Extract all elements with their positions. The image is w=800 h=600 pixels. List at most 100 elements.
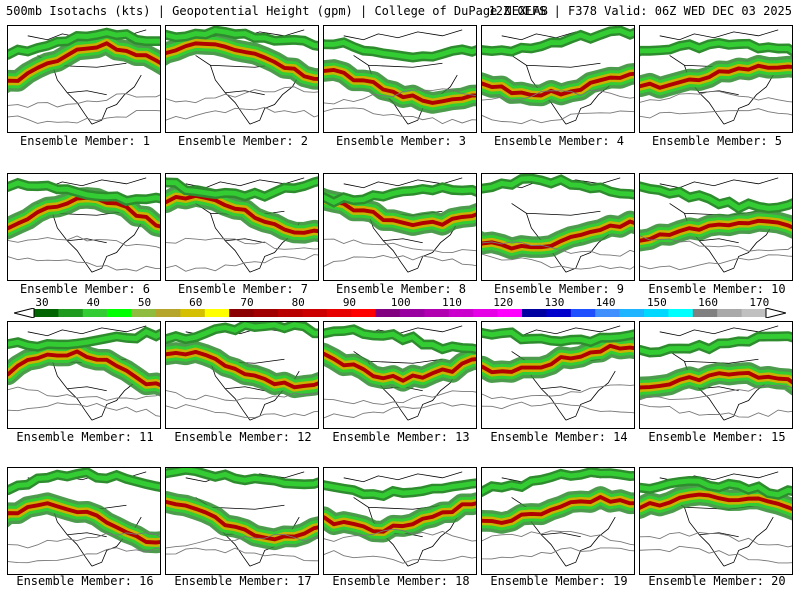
colorbar-segment bbox=[473, 309, 499, 317]
height-contour bbox=[166, 106, 318, 121]
jet-stream-branch bbox=[8, 469, 160, 493]
jet-stream-branch bbox=[482, 329, 634, 345]
ensemble-member-label: Ensemble Member: 9 bbox=[493, 282, 625, 296]
ensemble-member-label: Ensemble Member: 10 bbox=[648, 282, 786, 296]
colorbar-tick-label: 50 bbox=[137, 296, 152, 309]
jet-stream-branch bbox=[166, 468, 318, 487]
jet-stream-band bbox=[482, 494, 634, 525]
coastline-outline bbox=[659, 471, 779, 567]
height-contour bbox=[324, 390, 476, 405]
jet-stream-band bbox=[640, 370, 792, 390]
jet-stream-branch bbox=[640, 183, 792, 212]
height-contour bbox=[482, 384, 634, 400]
run-valid-time: 12Z GEFS | F378 Valid: 06Z WED DEC 03 20… bbox=[488, 4, 792, 18]
colorbar-tick-label: 80 bbox=[291, 296, 305, 309]
colorbar-tick-label: 130 bbox=[544, 296, 565, 309]
coastline-outline bbox=[27, 177, 147, 273]
height-contour bbox=[8, 532, 160, 549]
height-contour bbox=[166, 237, 318, 250]
jet-stream-band bbox=[166, 349, 318, 390]
jet-stream-branch bbox=[640, 40, 792, 54]
jet-stream-branch bbox=[482, 469, 634, 495]
ensemble-member-2-map bbox=[165, 25, 319, 133]
height-contour bbox=[8, 547, 160, 564]
height-contour bbox=[166, 254, 318, 272]
ensemble-member-label: Ensemble Member: 5 bbox=[651, 134, 783, 148]
ensemble-member-7-map bbox=[165, 173, 319, 281]
colorbar-tick-label: 70 bbox=[240, 296, 254, 309]
coastline-outline bbox=[27, 325, 147, 421]
colorbar-segment bbox=[375, 309, 401, 317]
colorbar-segment bbox=[448, 309, 474, 317]
jet-stream-band bbox=[324, 197, 476, 228]
ensemble-member-label: Ensemble Member: 4 bbox=[493, 134, 625, 148]
colorbar-segment bbox=[58, 309, 84, 317]
colorbar-segment bbox=[204, 309, 230, 317]
jet-stream-band bbox=[482, 71, 634, 98]
ensemble-member-label: Ensemble Member: 8 bbox=[335, 282, 467, 296]
height-contour bbox=[640, 403, 792, 418]
height-contour bbox=[640, 90, 792, 103]
colorbar-segment bbox=[595, 309, 621, 317]
height-contour bbox=[482, 253, 634, 270]
jet-stream-band bbox=[482, 219, 634, 251]
colorbar-segment bbox=[302, 309, 328, 317]
colorbar-segment bbox=[326, 309, 352, 317]
height-contour bbox=[166, 390, 318, 402]
jet-stream-band bbox=[166, 499, 318, 542]
height-contour bbox=[8, 235, 160, 249]
map-title: 500mb Isotachs (kts) | Geopotential Heig… bbox=[6, 4, 548, 18]
jet-stream-branch bbox=[166, 27, 318, 49]
ensemble-member-label: Ensemble Member: 20 bbox=[648, 574, 786, 588]
jet-stream-band bbox=[166, 193, 318, 235]
jet-stream-branch bbox=[482, 176, 634, 198]
height-contour bbox=[324, 255, 476, 267]
ensemble-member-label: Ensemble Member: 7 bbox=[177, 282, 309, 296]
ensemble-member-1-map bbox=[7, 25, 161, 133]
map-header: 500mb Isotachs (kts) | Geopotential Heig… bbox=[0, 0, 800, 22]
ensemble-member-label: Ensemble Member: 17 bbox=[174, 574, 312, 588]
colorbar-tick-label: 160 bbox=[698, 296, 719, 309]
height-contour bbox=[8, 93, 160, 108]
colorbar-tick-label: 110 bbox=[441, 296, 462, 309]
height-contour bbox=[324, 402, 476, 419]
colorbar-tick-label: 170 bbox=[749, 296, 770, 309]
height-contour bbox=[640, 532, 792, 548]
ensemble-member-label: Ensemble Member: 1 bbox=[19, 134, 151, 148]
colorbar-segment bbox=[741, 309, 767, 317]
jet-stream-branch bbox=[640, 478, 792, 498]
height-contour bbox=[8, 402, 160, 417]
height-contour bbox=[482, 110, 634, 125]
jet-stream-band bbox=[8, 349, 160, 387]
colorbar-segment bbox=[644, 309, 669, 317]
height-contour bbox=[640, 545, 792, 564]
ensemble-member-15-map bbox=[639, 321, 793, 429]
jet-stream-branch bbox=[166, 178, 318, 200]
ensemble-member-9-map bbox=[481, 173, 635, 281]
colorbar-tick-label: 140 bbox=[595, 296, 616, 309]
jet-stream-branch bbox=[324, 480, 476, 499]
colorbar-tick-label: 100 bbox=[390, 296, 411, 309]
ensemble-member-6-map bbox=[7, 173, 161, 281]
colorbar-segment bbox=[82, 309, 108, 317]
height-contour bbox=[482, 530, 634, 546]
jet-stream-band bbox=[324, 501, 476, 534]
ensemble-member-12-map bbox=[165, 321, 319, 429]
colorbar-segment bbox=[717, 309, 743, 317]
jet-stream-band bbox=[8, 41, 160, 83]
height-contour bbox=[324, 528, 476, 542]
jet-stream-band bbox=[8, 501, 160, 545]
colorbar-segment bbox=[619, 309, 645, 317]
coastline-outline bbox=[659, 29, 779, 125]
colorbar-segment bbox=[424, 309, 450, 317]
ensemble-member-label: Ensemble Member: 18 bbox=[332, 574, 470, 588]
jet-stream-branch bbox=[324, 184, 476, 206]
height-contour bbox=[640, 108, 792, 119]
ensemble-member-17-map bbox=[165, 467, 319, 575]
jet-stream-band bbox=[482, 343, 634, 375]
coastline-outline bbox=[27, 471, 147, 567]
ensemble-member-16-map bbox=[7, 467, 161, 575]
ensemble-member-label: Ensemble Member: 3 bbox=[335, 134, 467, 148]
jet-stream-branch bbox=[8, 30, 160, 58]
colorbar-segment bbox=[497, 309, 523, 317]
